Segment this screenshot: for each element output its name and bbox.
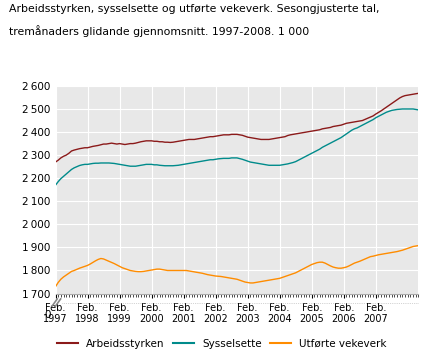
Legend: Arbeidsstyrken, Sysselsette, Utførte vekeverk: Arbeidsstyrken, Sysselsette, Utførte vek…	[53, 334, 390, 353]
Text: 0: 0	[45, 310, 51, 320]
Text: tremånaders glidande gjennomsnitt. 1997-2008. 1 000: tremånaders glidande gjennomsnitt. 1997-…	[9, 25, 308, 37]
Text: Arbeidsstyrken, sysselsette og utførte vekeverk. Sesongjusterte tal,: Arbeidsstyrken, sysselsette og utførte v…	[9, 4, 378, 14]
